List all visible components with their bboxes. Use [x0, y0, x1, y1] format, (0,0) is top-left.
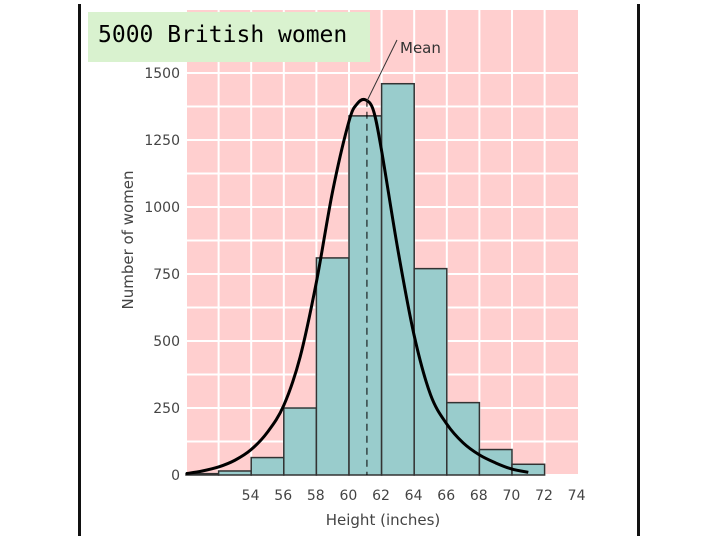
x-tick-label: 66	[437, 488, 455, 504]
histogram-bar	[348, 115, 383, 476]
y-tick-label: 0	[171, 468, 180, 484]
x-tick-labels: 54 56 58 60 62 64 66 68 70 72 74	[242, 488, 586, 504]
x-tick-label: 54	[242, 488, 260, 504]
x-tick-label: 58	[307, 488, 325, 504]
y-tick-labels: 0 250 500 750 1000 1250 1500	[144, 66, 180, 484]
histogram-bar	[217, 470, 252, 476]
histogram-bar	[250, 456, 285, 476]
x-tick-label: 60	[339, 488, 357, 504]
mean-pointer-line	[366, 39, 398, 102]
y-tick-label: 250	[153, 401, 180, 417]
right-border-line	[637, 4, 640, 536]
histogram-bar	[446, 401, 481, 476]
x-tick-label: 64	[405, 488, 423, 504]
y-tick-label: 500	[153, 334, 180, 350]
y-tick-label: 750	[153, 267, 180, 283]
y-axis-label: Number of women	[119, 170, 137, 309]
x-axis-label: Height (inches)	[326, 511, 441, 529]
histogram-bar	[413, 267, 448, 476]
histogram-bar	[315, 257, 350, 476]
left-border-line	[78, 4, 81, 536]
x-tick-label: 56	[274, 488, 292, 504]
normal-curve	[185, 97, 529, 476]
histogram-bar	[283, 407, 318, 476]
histogram-bars	[185, 82, 546, 476]
x-tick-label: 72	[535, 488, 553, 504]
y-tick-label: 1250	[144, 133, 180, 149]
histogram-bar	[478, 448, 513, 476]
y-tick-label: 1000	[144, 200, 180, 216]
chart-caption: 5000 British women	[88, 12, 370, 62]
histogram-bar	[380, 82, 415, 476]
y-tick-label: 1500	[144, 66, 180, 82]
x-tick-label: 74	[568, 488, 586, 504]
x-tick-label: 62	[372, 488, 390, 504]
x-tick-label: 70	[502, 488, 520, 504]
x-tick-label: 68	[470, 488, 488, 504]
mean-label: Mean	[400, 39, 441, 57]
